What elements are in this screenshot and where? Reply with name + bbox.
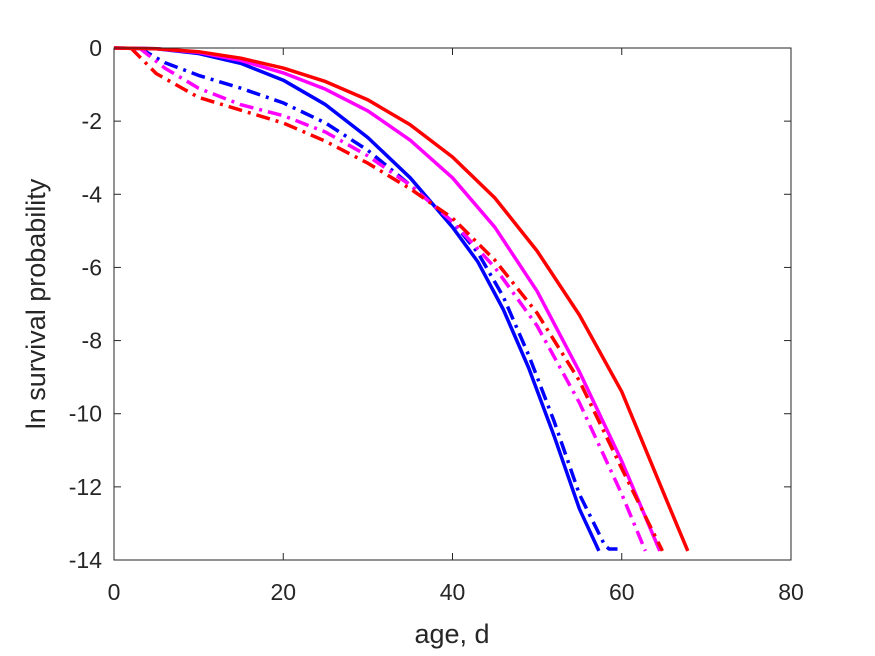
series-line-1 [138, 46, 618, 551]
x-tick-label: 20 [270, 579, 296, 605]
series-layer [113, 46, 690, 552]
x-tick-label: 60 [609, 579, 635, 605]
plot-area [114, 48, 791, 560]
y-tick-label: -14 [69, 547, 102, 573]
x-tick-label: 0 [108, 579, 121, 605]
y-axis-label: ln survival probability [21, 178, 51, 429]
y-tick-label: -8 [82, 328, 102, 354]
x-tick-label: 80 [778, 579, 804, 605]
x-axis-label: age, d [414, 619, 489, 649]
y-tick-label: -2 [82, 108, 102, 134]
series-line-4 [113, 46, 690, 552]
series-line-5 [129, 46, 664, 552]
ticks-layer: 0 20 40 60 80 0 -2 -4 -6 -8 -10 -12 -14 [69, 35, 804, 605]
y-tick-label: -12 [69, 474, 102, 500]
y-tick-label: -4 [82, 181, 103, 207]
y-tick-label: 0 [89, 35, 102, 61]
series-line-3 [138, 46, 648, 552]
x-tick-label: 40 [440, 579, 466, 605]
y-tick-label: -6 [82, 254, 102, 280]
y-tick-label: -10 [69, 401, 102, 427]
